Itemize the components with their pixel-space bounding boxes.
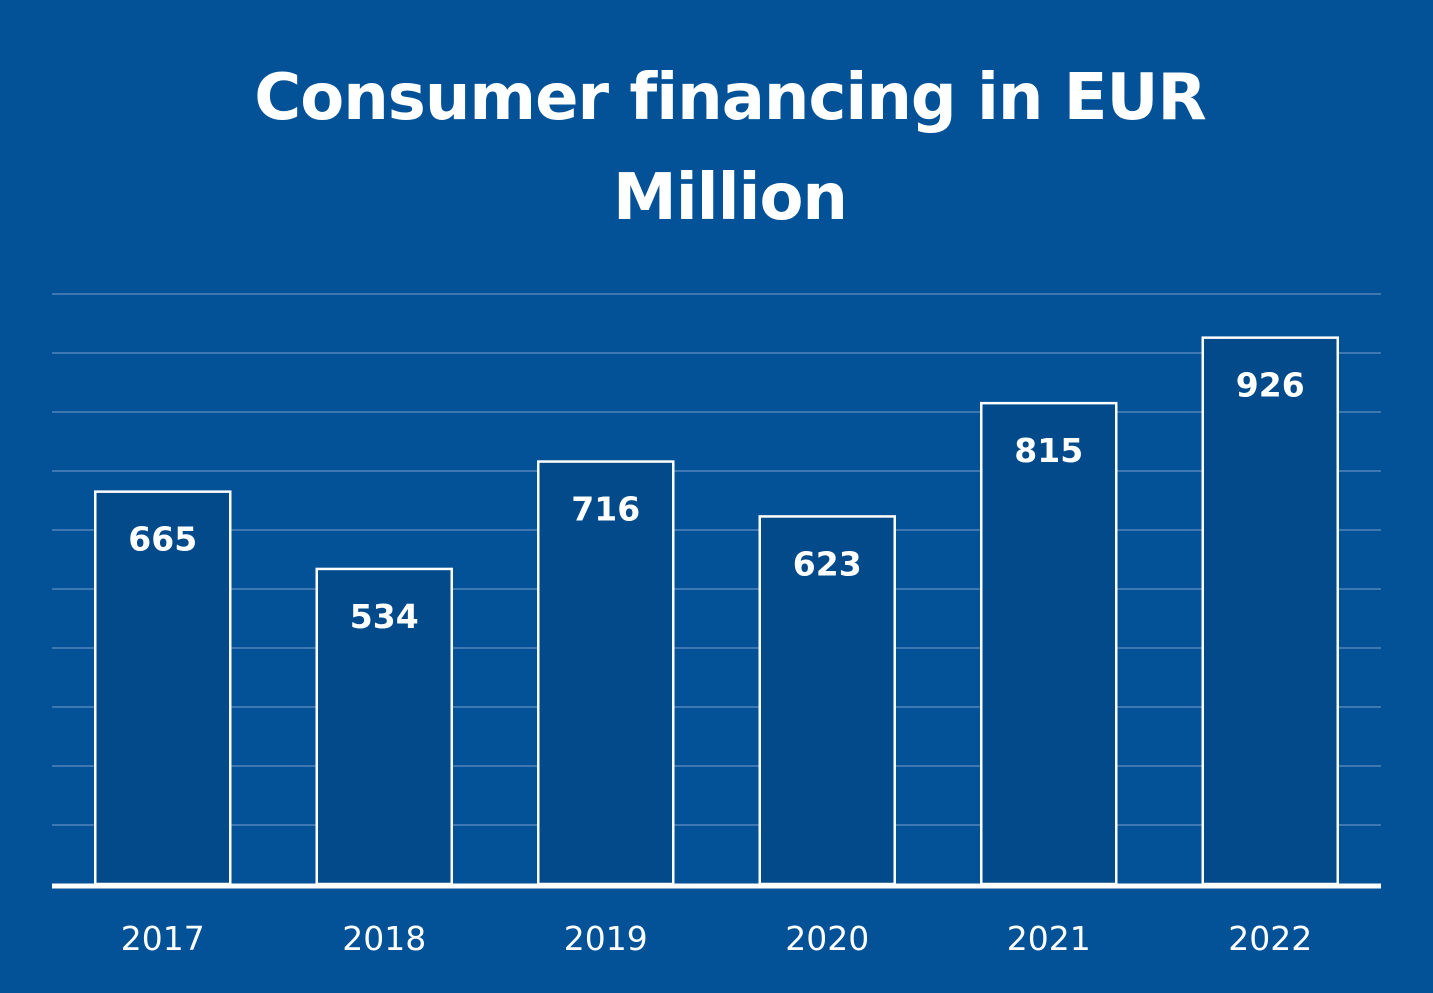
x-tick-labels: 2017 2018 2019 2020 2021 2022: [121, 919, 1312, 958]
x-tick-2021: 2021: [1007, 919, 1091, 958]
x-tick-2019: 2019: [564, 919, 648, 958]
bar-2020: [758, 515, 896, 886]
chart-title: Consumer financing in EUR Million: [254, 61, 1206, 235]
data-label-2021: 815: [1014, 431, 1083, 470]
x-tick-2017: 2017: [121, 919, 205, 958]
value-labels: 665 534 716 623 815 926: [128, 366, 1304, 636]
bars: [94, 336, 1339, 886]
x-tick-2018: 2018: [342, 919, 426, 958]
gridlines: [52, 293, 1381, 826]
data-label-2020: 623: [793, 544, 862, 583]
bar-2021: [980, 401, 1118, 886]
data-label-2017: 665: [128, 520, 197, 559]
bar-2022: [1201, 336, 1339, 886]
data-label-2018: 534: [350, 597, 419, 636]
data-label-2019: 716: [571, 490, 640, 529]
x-tick-2022: 2022: [1228, 919, 1312, 958]
data-label-2022: 926: [1236, 366, 1305, 405]
x-tick-2020: 2020: [785, 919, 869, 958]
